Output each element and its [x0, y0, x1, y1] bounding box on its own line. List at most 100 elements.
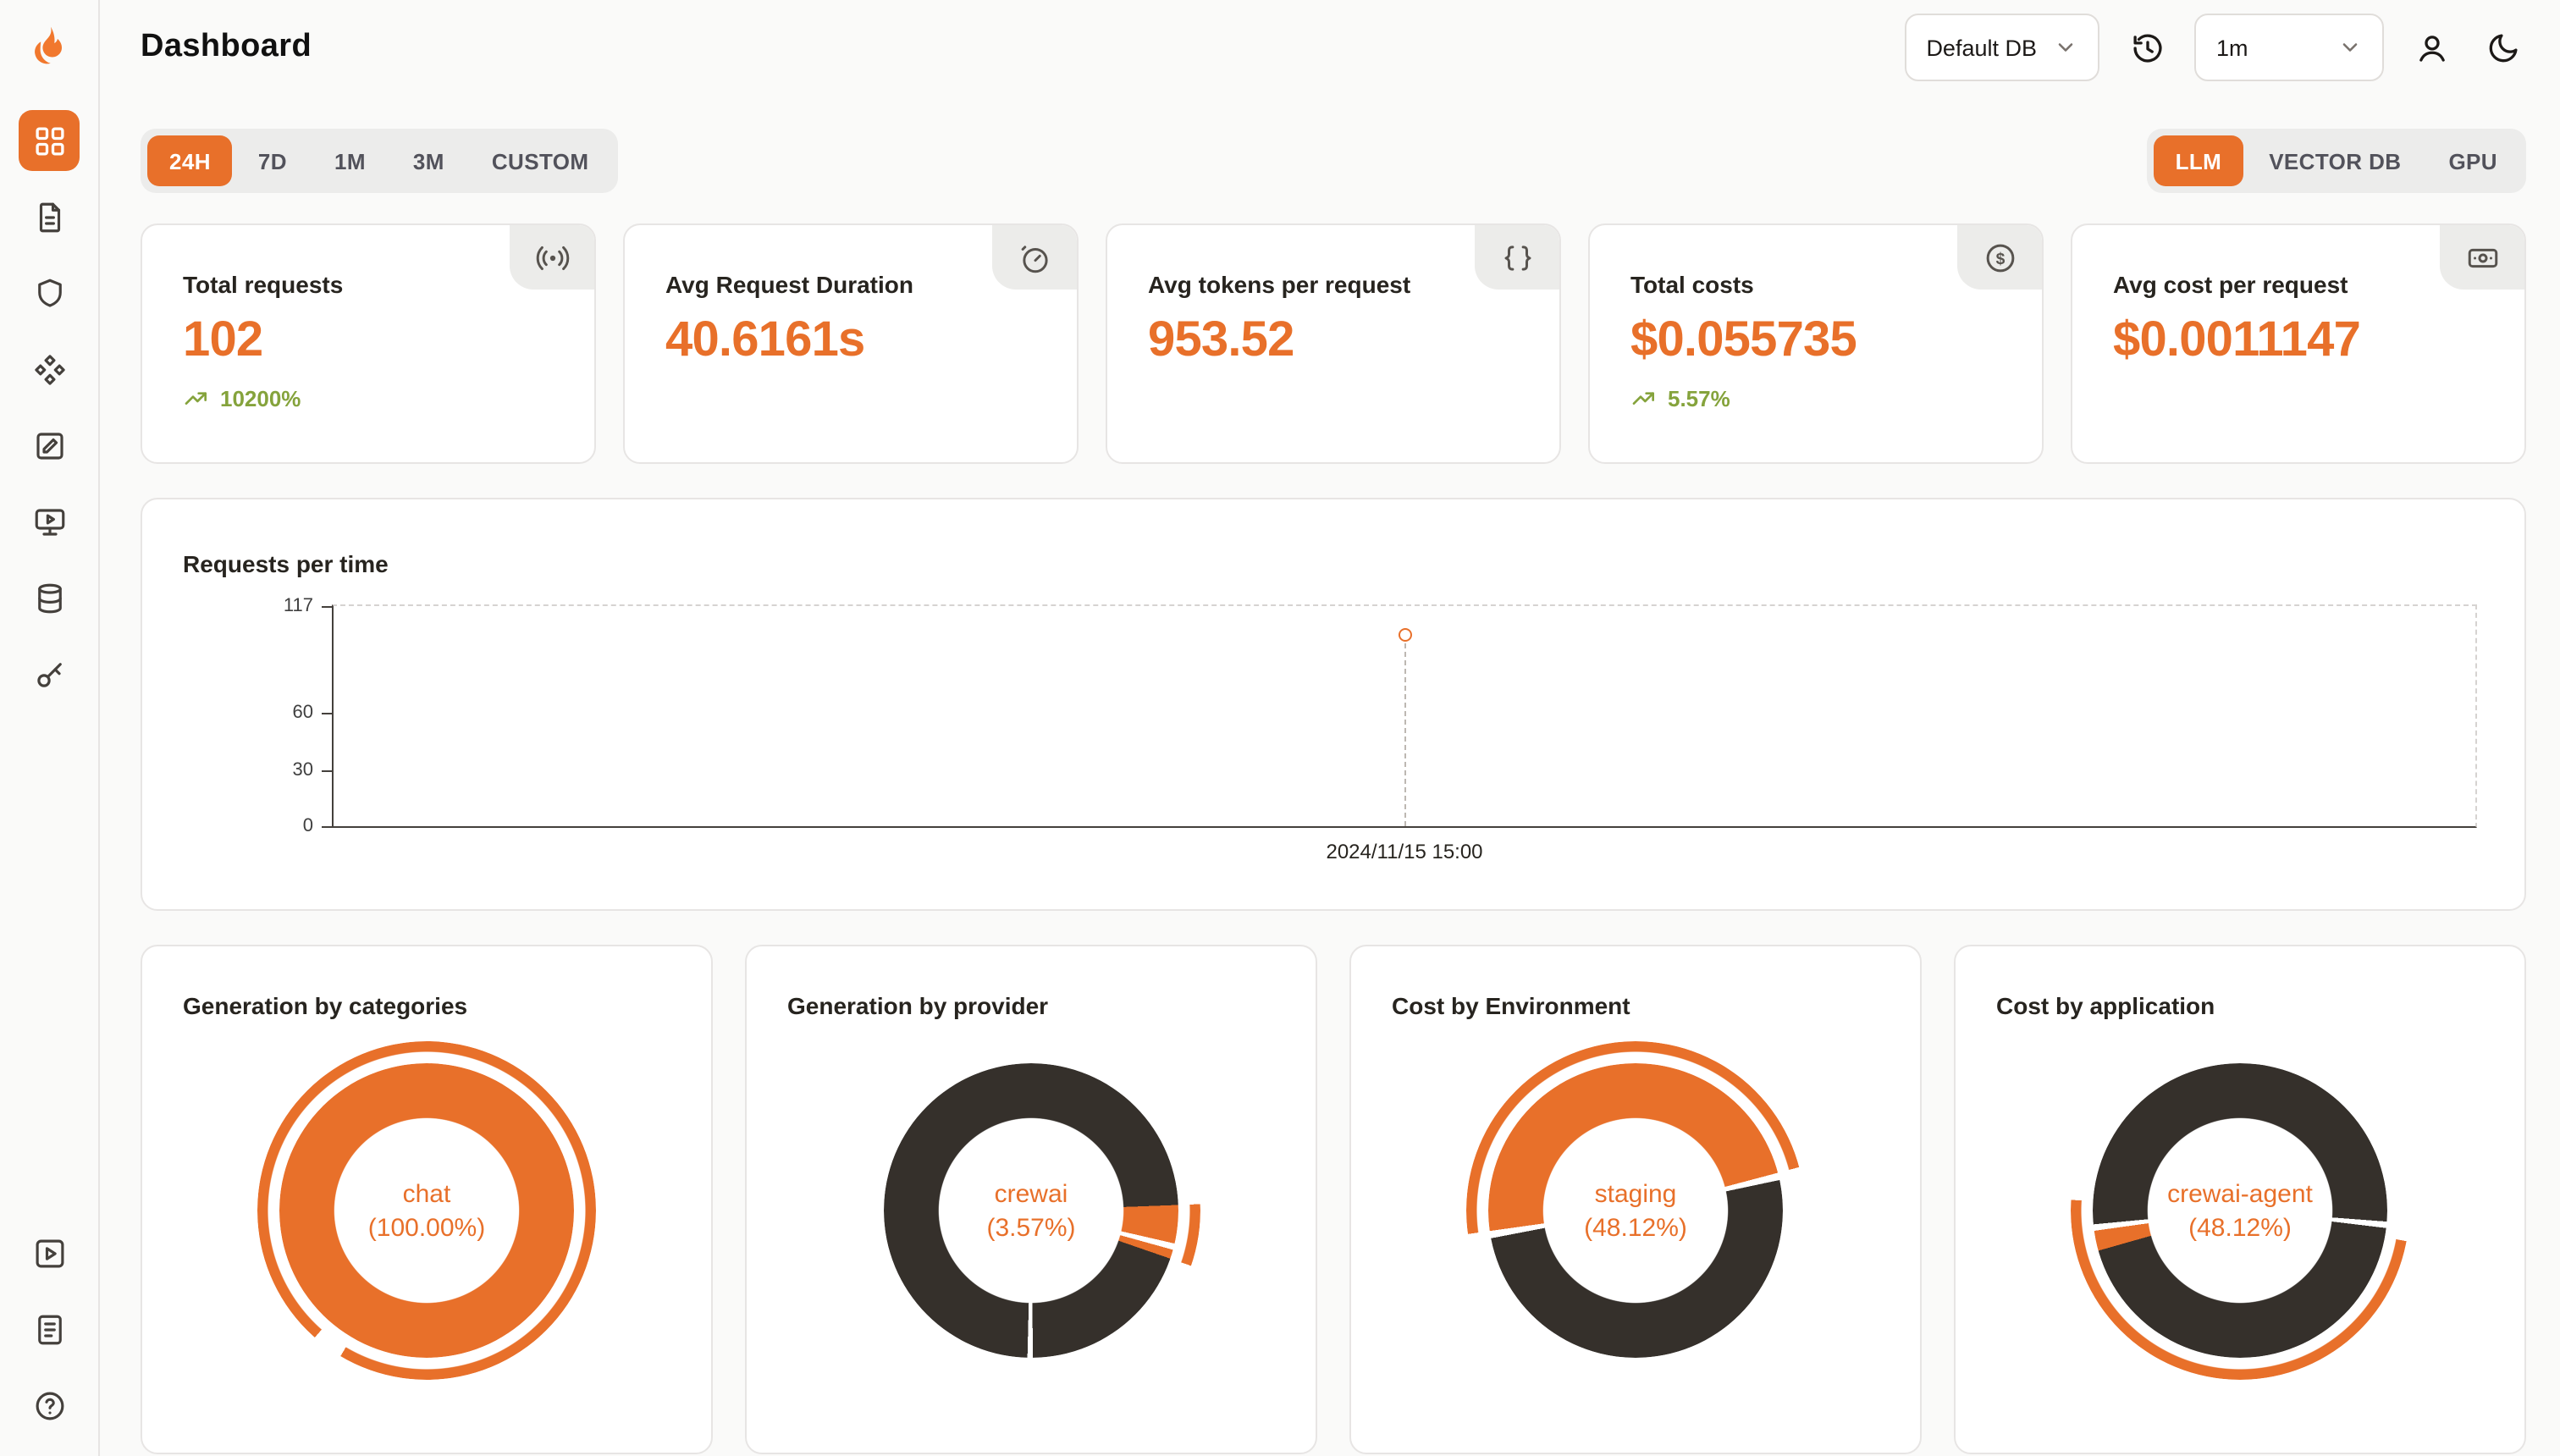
donut-card-cost-by-application: Cost by application crewai-agent (48.12%…	[1954, 945, 2526, 1454]
document-lines-icon	[37, 1314, 61, 1344]
sidebar-item-dashboard[interactable]	[19, 110, 80, 171]
history-icon[interactable]	[2123, 24, 2171, 71]
moon-icon[interactable]	[2479, 24, 2526, 71]
donut-chart[interactable]: chat (100.00%)	[257, 1041, 596, 1380]
donut-center-label: crewai-agent (48.12%)	[2167, 1179, 2313, 1242]
sidebar-item-changelog[interactable]	[19, 1299, 80, 1359]
tab-custom[interactable]: CUSTOM	[470, 135, 611, 186]
donut-chart[interactable]: staging (48.12%)	[1466, 1041, 1805, 1380]
data-point[interactable]	[1398, 627, 1411, 642]
tab-gpu[interactable]: GPU	[2426, 135, 2519, 186]
sidebar-item-help[interactable]	[19, 1375, 80, 1436]
requests-per-time-card: Requests per time 0 30 60 117 2024/11/15 15…	[141, 498, 2526, 911]
donut-chart[interactable]: crewai-agent (48.12%)	[2071, 1041, 2409, 1380]
banknote-icon	[2440, 225, 2524, 290]
tab-3m[interactable]: 3M	[391, 135, 466, 186]
tab-1m[interactable]: 1M	[312, 135, 388, 186]
sidebar-nav-top	[19, 110, 80, 704]
stats-row: Total requests 102 10200% Avg Request Du…	[141, 223, 2526, 464]
database-select-value: Default DB	[1926, 35, 2037, 60]
donut-center-label: crewai (3.57%)	[986, 1179, 1076, 1242]
chevron-down-icon	[2342, 43, 2358, 52]
donut-title: Generation by provider	[787, 992, 1049, 1019]
sidebar-item-guardrails[interactable]	[19, 262, 80, 323]
stat-value: 102	[183, 313, 263, 367]
donut-card-cost-by-environment: Cost by Environment staging (48.12%)	[1349, 945, 1922, 1454]
category-tabs: LLM VECTOR DB GPU	[2146, 129, 2526, 193]
dashboard-content: 24H 7D 1M 3M CUSTOM LLM VECTOR DB GPU	[100, 95, 2560, 1456]
stat-card-total-costs: $ Total costs $0.055735 5.57%	[1588, 223, 2044, 464]
donut-ring[interactable]	[1488, 1063, 1783, 1358]
app-logo-flame-icon[interactable]	[22, 20, 76, 74]
stat-card-avg-duration: Avg Request Duration 40.6161s	[623, 223, 1079, 464]
monitor-play-icon	[34, 508, 64, 535]
timer-icon	[992, 225, 1077, 290]
tabs-row: 24H 7D 1M 3M CUSTOM LLM VECTOR DB GPU	[141, 129, 2526, 193]
interval-select[interactable]: 1m	[2194, 14, 2384, 81]
hover-guide-line	[1404, 634, 1405, 826]
header-actions: Default DB 1m	[1904, 14, 2526, 81]
user-icon[interactable]	[2408, 24, 2455, 71]
play-square-icon	[35, 1238, 63, 1267]
database-icon	[37, 582, 61, 613]
stat-title: Total costs	[1630, 271, 1754, 298]
donut-ring[interactable]	[884, 1063, 1178, 1358]
braces-icon	[1475, 225, 1559, 290]
page-title: Dashboard	[141, 29, 312, 64]
square-pen-icon	[36, 432, 63, 459]
donut-chart[interactable]: crewai (3.57%)	[862, 1041, 1200, 1380]
tab-7d[interactable]: 7D	[236, 135, 309, 186]
sidebar-item-integrations[interactable]	[19, 339, 80, 400]
tab-llm[interactable]: LLM	[2153, 135, 2244, 186]
stat-title: Avg Request Duration	[665, 271, 913, 298]
interval-select-value: 1m	[2216, 35, 2248, 60]
donut-title: Generation by categories	[183, 992, 468, 1019]
stat-title: Avg cost per request	[2113, 271, 2348, 298]
chart-title: Requests per time	[183, 550, 389, 577]
stat-value: 953.52	[1148, 313, 1294, 367]
donut-card-generation-by-provider: Generation by provider crewai (3.57%)	[745, 945, 1317, 1454]
sidebar-item-playground[interactable]	[19, 491, 80, 552]
database-select[interactable]: Default DB	[1904, 14, 2099, 81]
sidebar-item-demos[interactable]	[19, 1222, 80, 1283]
main-area: Dashboard Default DB 1m	[100, 0, 2560, 1456]
sidebar-item-requests[interactable]	[19, 186, 80, 247]
donut-title: Cost by application	[1996, 992, 2215, 1019]
svg-text:$: $	[1995, 250, 2005, 267]
sidebar	[0, 0, 100, 1456]
circle-dollar-icon: $	[1957, 225, 2042, 290]
grid-icon	[35, 126, 63, 155]
trending-up-icon	[1632, 392, 1654, 405]
donut-ring[interactable]	[279, 1063, 574, 1358]
donut-row: Generation by categories chat (100.00%) …	[141, 945, 2526, 1454]
help-circle-icon	[35, 1391, 63, 1420]
donut-center-label: staging (48.12%)	[1584, 1179, 1687, 1242]
stat-change: 10200%	[183, 384, 554, 411]
stat-value: 40.6161s	[665, 313, 865, 367]
sidebar-item-evaluations[interactable]	[19, 415, 80, 476]
y-axis-labels: 0 30 60 117	[283, 596, 313, 836]
tab-24h[interactable]: 24H	[147, 135, 233, 186]
donut-card-generation-by-categories: Generation by categories chat (100.00%)	[141, 945, 713, 1454]
stat-card-avg-cost: Avg cost per request $0.0011147	[2071, 223, 2526, 464]
sidebar-item-datasets[interactable]	[19, 567, 80, 628]
key-icon	[36, 662, 61, 687]
donut-center-label: chat (100.00%)	[367, 1179, 486, 1242]
header: Dashboard Default DB 1m	[100, 0, 2560, 95]
stat-title: Avg tokens per request	[1148, 271, 1411, 298]
stat-value: $0.0011147	[2113, 313, 2361, 367]
sidebar-item-api-keys[interactable]	[19, 643, 80, 704]
tab-vector-db[interactable]: VECTOR DB	[2247, 135, 2423, 186]
stat-value: $0.055735	[1630, 313, 1857, 367]
sidebar-nav-bottom	[19, 1222, 80, 1436]
donut-ring[interactable]	[2093, 1063, 2387, 1358]
chevron-down-icon	[2058, 43, 2073, 52]
component-icon	[34, 354, 64, 384]
time-range-tabs: 24H 7D 1M 3M CUSTOM	[141, 129, 618, 193]
stat-title: Total requests	[183, 271, 344, 298]
file-text-icon	[38, 201, 60, 232]
stat-change: 5.57%	[1630, 384, 2001, 411]
stat-card-total-requests: Total requests 102 10200%	[141, 223, 596, 464]
plot-area: 0 30 60 117 2024/11/15 15:00	[283, 596, 2477, 863]
